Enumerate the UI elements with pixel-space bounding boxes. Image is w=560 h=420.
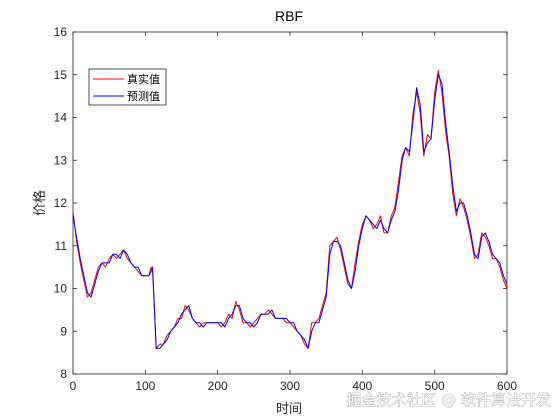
x-tick-label: 0 (70, 379, 77, 393)
y-tick-label: 8 (60, 367, 67, 381)
axis-ticks: 0 100 200 300 400 500 600 8 9 10 11 12 13 14 15 16 (54, 25, 518, 393)
y-axis-label: 价格 (32, 190, 48, 216)
y-tick-label: 12 (54, 196, 68, 210)
y-tick-label: 11 (55, 239, 68, 253)
series-line-predicted-value (72, 74, 508, 349)
legend-box (88, 68, 167, 106)
watermark: 掘金技术社区 @ 软件算法开发 (346, 391, 551, 409)
y-tick-label: 13 (54, 153, 68, 167)
y-tick-label: 15 (54, 68, 68, 82)
y-tick-label: 14 (54, 111, 68, 125)
x-tick-label: 100 (135, 379, 155, 393)
y-tick-label: 10 (54, 282, 68, 296)
y-tick-label: 9 (60, 324, 67, 338)
x-tick-label: 600 (497, 379, 517, 393)
legend: 真实值 预测值 (88, 68, 167, 106)
series-layer (72, 70, 508, 349)
chart-title: RBF (275, 8, 303, 24)
x-tick-label: 400 (352, 379, 372, 393)
legend-label-pred: 预测值 (127, 90, 160, 103)
y-tick-label: 16 (54, 25, 68, 39)
x-tick-label: 300 (280, 379, 300, 393)
x-tick-label: 500 (425, 379, 445, 393)
legend-label-true: 真实值 (127, 72, 160, 86)
x-axis-label: 时间 (276, 402, 302, 417)
x-tick-label: 200 (208, 379, 228, 393)
